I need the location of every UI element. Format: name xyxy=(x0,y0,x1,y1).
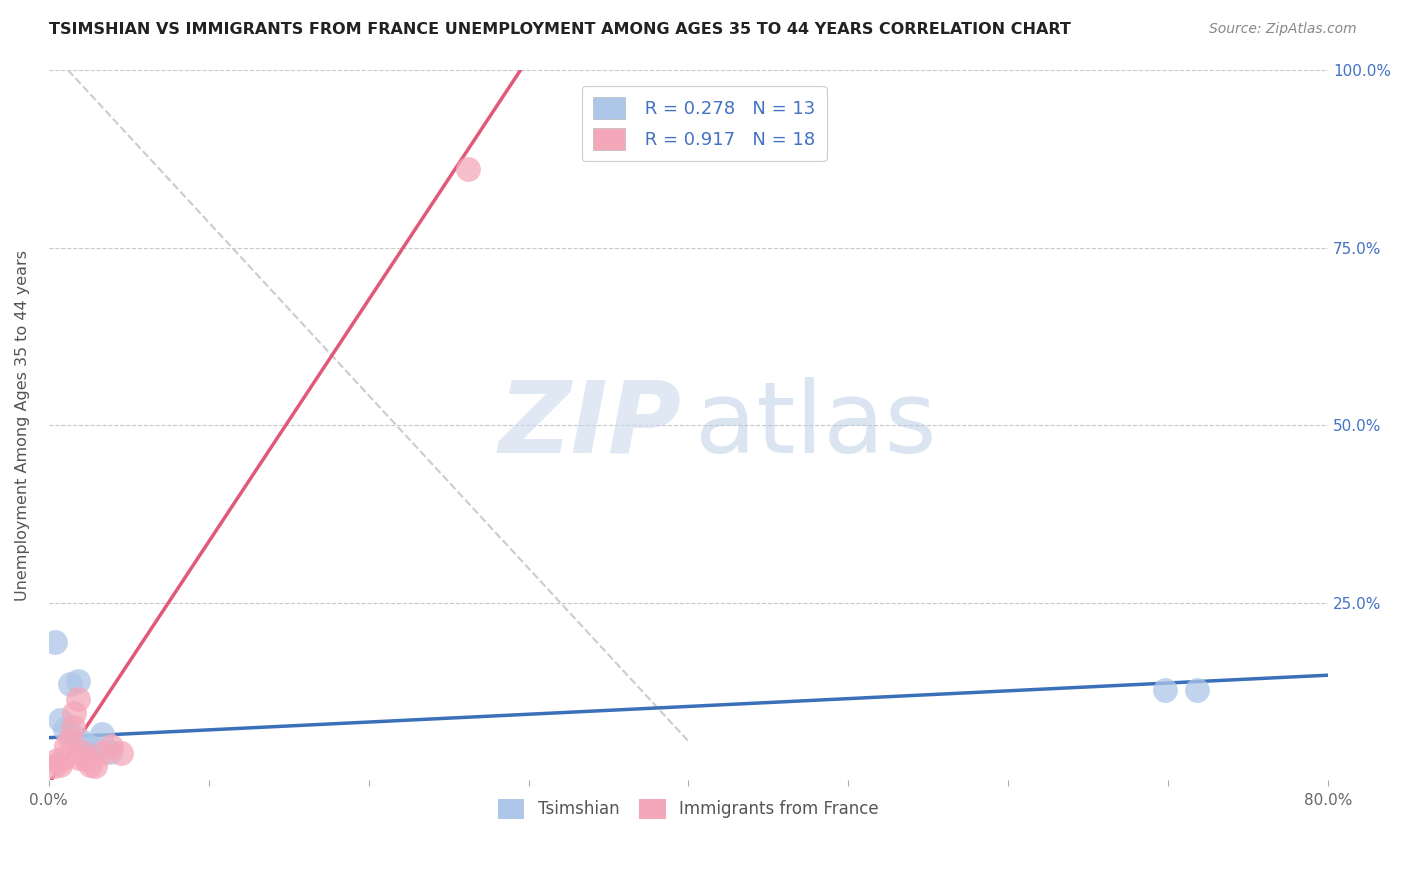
Point xyxy=(42,759,65,773)
Text: TSIMSHIAN VS IMMIGRANTS FROM FRANCE UNEMPLOYMENT AMONG AGES 35 TO 44 YEARS CORRE: TSIMSHIAN VS IMMIGRANTS FROM FRANCE UNEM… xyxy=(49,22,1071,37)
Text: ZIP: ZIP xyxy=(499,376,682,474)
Point xyxy=(84,759,107,773)
Point xyxy=(100,739,122,754)
Point xyxy=(52,752,75,766)
Point xyxy=(58,677,80,691)
Y-axis label: Unemployment Among Ages 35 to 44 years: Unemployment Among Ages 35 to 44 years xyxy=(15,250,30,600)
Point xyxy=(63,706,86,720)
Point xyxy=(66,691,89,706)
Point xyxy=(45,753,67,767)
Point xyxy=(90,727,112,741)
Point xyxy=(44,635,66,649)
Point xyxy=(55,739,77,754)
Point xyxy=(69,734,91,748)
Point xyxy=(58,732,80,747)
Point xyxy=(1185,683,1208,698)
Point xyxy=(49,713,72,727)
Point xyxy=(83,741,105,756)
Point xyxy=(110,747,132,761)
Point xyxy=(79,757,101,772)
Point xyxy=(67,750,90,764)
Point xyxy=(98,745,121,759)
Point xyxy=(72,745,94,759)
Point xyxy=(62,720,84,734)
Legend: Tsimshian, Immigrants from France: Tsimshian, Immigrants from France xyxy=(491,793,886,825)
Text: Source: ZipAtlas.com: Source: ZipAtlas.com xyxy=(1209,22,1357,37)
Point xyxy=(49,757,72,772)
Point xyxy=(53,722,76,736)
Point xyxy=(1154,683,1177,698)
Point xyxy=(60,727,83,741)
Point xyxy=(90,747,112,761)
Text: atlas: atlas xyxy=(695,376,936,474)
Point xyxy=(75,752,97,766)
Point xyxy=(66,673,89,688)
Point xyxy=(76,738,98,752)
Point xyxy=(457,162,479,177)
